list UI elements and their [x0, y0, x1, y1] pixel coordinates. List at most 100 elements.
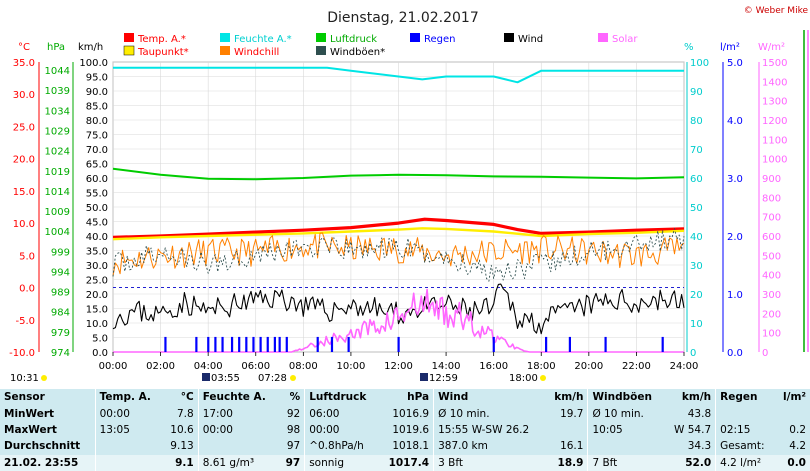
tick-label-pct: 10 — [690, 319, 703, 330]
stats-row-max: MaxWert 13:05 10.6 00:00 98 00:00 1019.6… — [0, 421, 810, 439]
tick-label-hpa: 999 — [51, 247, 70, 258]
tick-label-kmh: 5.0 — [92, 334, 108, 345]
tick-label-kmh: 95.0 — [86, 73, 108, 84]
tick-label-pct: 40 — [690, 232, 703, 243]
regen-bar — [568, 336, 571, 352]
stats-cell: sonnig — [304, 454, 379, 471]
stats-cell: 9.1 — [162, 454, 199, 471]
credit-label: © Weber Mike — [744, 6, 809, 16]
sun-moon-row: 10:31 03:55 07:28 12:59 18:00 — [10, 373, 546, 384]
stats-cell: 10.6 — [170, 423, 194, 436]
tick-label-pct: 20 — [690, 290, 703, 301]
regen-bar — [214, 336, 217, 352]
tick-label-solar: 1200 — [762, 116, 787, 127]
regen-bar — [604, 336, 607, 352]
stats-cell: 9.13 — [170, 440, 194, 453]
x-tick-label: 16:00 — [479, 361, 508, 372]
stats-header-cell: Temp. A. — [94, 389, 163, 406]
stats-cell — [715, 405, 776, 422]
tick-label-kmh: 80.0 — [86, 116, 108, 127]
regen-bar — [195, 336, 198, 352]
tick-label-hpa: 989 — [51, 288, 70, 299]
legend-swatch-taupunkt — [123, 45, 135, 56]
x-tick-label: 04:00 — [194, 361, 223, 372]
unit-temp: °C — [18, 42, 30, 53]
legend-label-taupunkt: Taupunkt* — [137, 47, 189, 58]
tick-label-kmh: 50.0 — [86, 203, 108, 214]
regen-bar — [252, 336, 255, 352]
legend-label-temp: Temp. A.* — [137, 34, 186, 45]
left-time-label: 10:31 — [10, 373, 39, 384]
unit-hpa: hPa — [47, 42, 65, 53]
legend-swatch-solar — [598, 33, 608, 42]
regen-bar — [164, 336, 167, 352]
stats-header-cell: km/h — [681, 391, 712, 404]
stats-cell: 15:55 W-SW 26.2 — [433, 421, 546, 439]
tick-label-kmh: 25.0 — [86, 276, 108, 287]
moonrise-label: 03:55 — [211, 373, 240, 384]
regen-bar — [207, 336, 210, 352]
x-tick-label: 06:00 — [241, 361, 270, 372]
tick-label-kmh: 30.0 — [86, 261, 108, 272]
unit-pct: % — [684, 42, 694, 53]
legend-label-regen: Regen — [424, 34, 456, 45]
sunset-label: 18:00 — [509, 373, 538, 384]
tick-label-solar: 700 — [762, 213, 781, 224]
tick-label-kmh: 55.0 — [86, 189, 108, 200]
tick-label-temp: 15.0 — [13, 187, 35, 198]
stats-table: Sensor Temp. A. °C Feuchte A. % Luftdruc… — [0, 389, 810, 471]
stats-cell: 16.1 — [560, 440, 584, 453]
unit-rain: l/m² — [720, 42, 740, 53]
legend-swatch-regen — [410, 33, 420, 42]
stats-cell: 387.0 km — [433, 438, 546, 455]
tick-label-hpa: 1029 — [45, 126, 70, 137]
tick-label-pct: 30 — [690, 261, 703, 272]
stats-cell: 92 — [286, 407, 301, 420]
tick-label-temp: 20.0 — [13, 155, 35, 166]
stats-header-cell: % — [289, 391, 301, 404]
tick-label-hpa: 1024 — [45, 147, 70, 158]
regen-bar — [330, 336, 334, 352]
series-luftdruck — [112, 167, 685, 181]
stats-cell: Ø 10 min. — [587, 405, 665, 422]
tick-label-hpa: 1004 — [45, 227, 70, 238]
stats-cell: 7 Bft — [587, 454, 665, 471]
tick-label-kmh: 70.0 — [86, 145, 108, 156]
stats-header-cell: Sensor — [4, 391, 45, 404]
stats-cell: 7.8 — [176, 407, 194, 420]
tick-label-kmh: 0.0 — [92, 348, 108, 359]
tick-label-rain: 4.0 — [727, 116, 743, 127]
tick-label-temp: 30.0 — [13, 90, 35, 101]
tick-label-kmh: 20.0 — [86, 290, 108, 301]
stats-header-cell: Regen — [715, 389, 776, 406]
stats-header-cell: l/m² — [783, 391, 806, 404]
legend-regen: Regen — [410, 33, 456, 45]
legend-label-wind: Wind — [518, 34, 543, 45]
tick-label-hpa: 1039 — [45, 86, 70, 97]
tick-label-kmh: 60.0 — [86, 174, 108, 185]
sunrise-label: 07:28 — [258, 373, 287, 384]
legend-label-feuchte: Feuchte A.* — [234, 34, 292, 45]
tick-label-hpa: 1014 — [45, 187, 70, 198]
stats-cell: 1019.6 — [392, 423, 430, 436]
stats-header-cell: Wind — [433, 389, 546, 406]
axes: 35.0 30.0 25.0 20.0 15.0 10.0 5.0 0.0 -5.0 -10.0 1… — [9, 30, 809, 359]
tick-label-kmh: 100.0 — [79, 58, 108, 69]
regen-bar — [545, 336, 548, 352]
regen-bar — [285, 336, 288, 352]
sun-icon-left — [41, 375, 47, 381]
stats-cell: 43.8 — [687, 407, 712, 420]
tick-label-pct: 50 — [690, 203, 703, 214]
stats-cell: 4.2 l/m² — [715, 454, 776, 471]
regen-bar — [397, 336, 400, 352]
stats-cell: ^0.8hPa/h — [304, 438, 379, 455]
tick-label-solar: 900 — [762, 174, 781, 185]
stats-header-cell: °C — [180, 391, 194, 404]
tick-label-solar: 1400 — [762, 77, 787, 88]
tick-label-hpa: 1009 — [45, 207, 70, 218]
series-temp-a — [112, 217, 685, 239]
regen-bar — [316, 336, 319, 352]
tick-label-solar: 1300 — [762, 97, 787, 108]
stats-header-cell: hPa — [407, 391, 430, 404]
tick-label-pct: 70 — [690, 145, 703, 156]
